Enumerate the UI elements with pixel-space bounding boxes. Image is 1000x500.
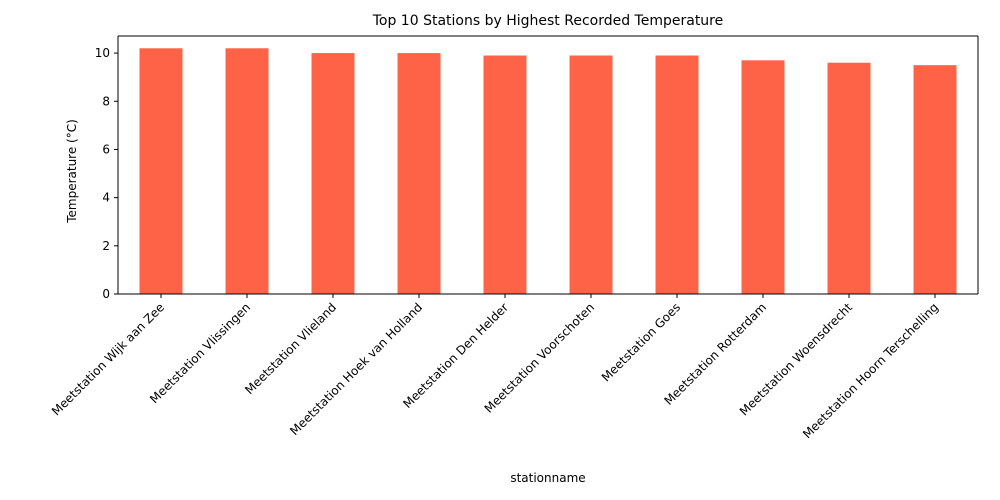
bar (311, 53, 355, 295)
y-tick-label: 0 (102, 287, 110, 301)
x-tick-label: Meetstation Vlissingen (147, 300, 253, 406)
bar (569, 55, 613, 294)
bar (741, 60, 785, 294)
x-tick-label: Meetstation Wijk aan Zee (49, 300, 167, 418)
bar (225, 48, 269, 295)
y-tick-label: 8 (102, 94, 110, 108)
plot-frame (117, 35, 979, 295)
y-axis-label: Temperature (°C) (65, 119, 79, 224)
chart-title: Top 10 Stations by Highest Recorded Temp… (372, 13, 724, 29)
bar (483, 55, 527, 294)
bar (827, 62, 871, 294)
y-axis: 0 2 4 6 8 10 (95, 46, 118, 301)
bar (655, 55, 699, 294)
y-tick-label: 10 (95, 46, 110, 60)
y-tick-label: 2 (102, 239, 110, 253)
x-tick-label: Meetstation Vlieland (242, 300, 339, 397)
x-axis-label: stationname (510, 471, 585, 485)
bar (397, 53, 441, 295)
y-tick-label: 6 (102, 142, 110, 156)
y-tick-label: 4 (102, 191, 110, 205)
bar (139, 48, 183, 295)
x-tick-label: Meetstation Goes (599, 300, 683, 384)
bars-group (139, 48, 957, 295)
bar (913, 65, 957, 294)
x-tick-label: Meetstation Hoorn Terschelling (800, 300, 941, 441)
